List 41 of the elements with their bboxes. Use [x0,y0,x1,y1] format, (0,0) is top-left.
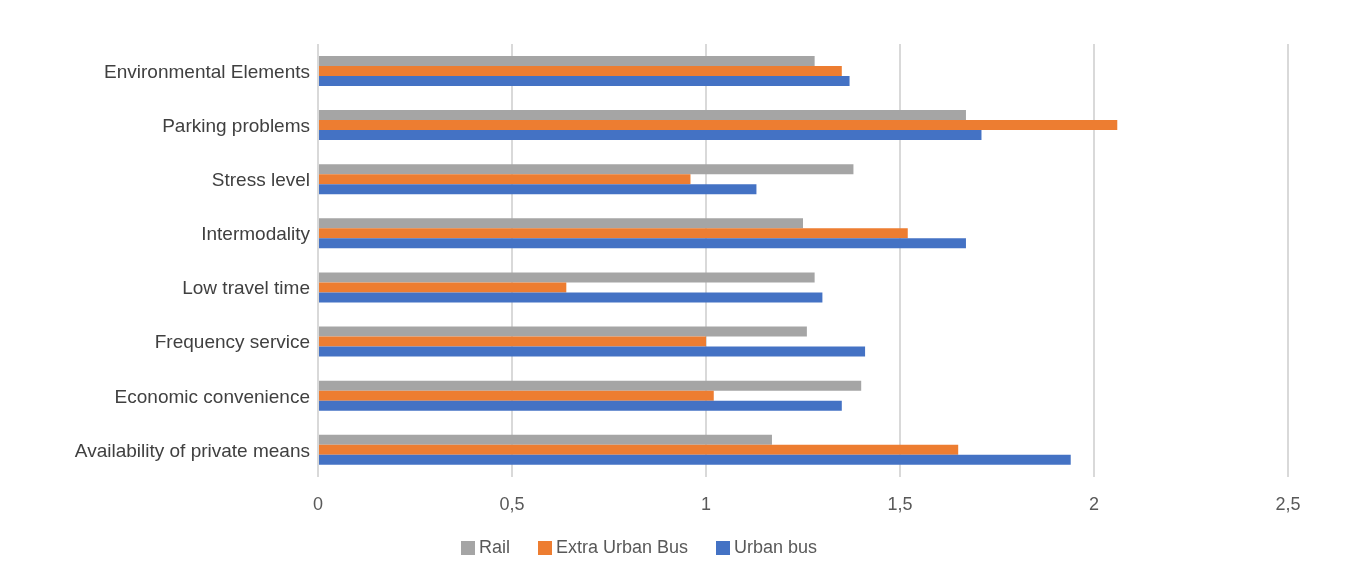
bar [318,282,567,293]
y-tick-label: Stress level [211,169,310,191]
bar [318,164,854,175]
bar [318,65,842,76]
bar [318,120,1118,131]
bar [318,228,908,239]
bar [318,380,862,391]
bar [318,218,803,229]
x-tick-label: 0 [312,493,324,514]
y-tick-label: Environmental Elements [104,60,310,82]
x-tick-label: 1 [700,493,712,514]
bar [318,174,691,185]
bar [318,130,982,141]
bar [318,346,866,357]
x-tick-label: 1,5 [887,493,913,514]
bar [318,272,815,283]
bar [318,110,966,121]
legend-label: Urban bus [734,537,818,557]
bar [318,55,815,66]
y-tick-label: Frequency service [154,331,310,353]
bar [318,326,807,337]
bar [318,400,842,411]
bar [318,454,1071,465]
legend-label: Rail [478,537,510,557]
y-tick-label: Parking problems [162,114,310,136]
bar [318,444,959,455]
x-tick-label: 2 [1088,493,1100,514]
y-tick-label: Economic convenience [114,385,310,407]
y-tick-label: Availability of private means [74,439,310,461]
x-tick-label: 0,5 [499,493,525,514]
bar [318,434,772,445]
bar [318,390,714,401]
x-tick-label: 2,5 [1275,493,1301,514]
bar [318,75,850,86]
y-tick-label: Low travel time [182,277,310,299]
bar [318,292,823,303]
bar [318,238,966,249]
bar [318,184,757,195]
bar [318,336,706,347]
y-tick-label: Intermodality [201,223,311,245]
legend-label: Extra Urban Bus [555,537,688,557]
